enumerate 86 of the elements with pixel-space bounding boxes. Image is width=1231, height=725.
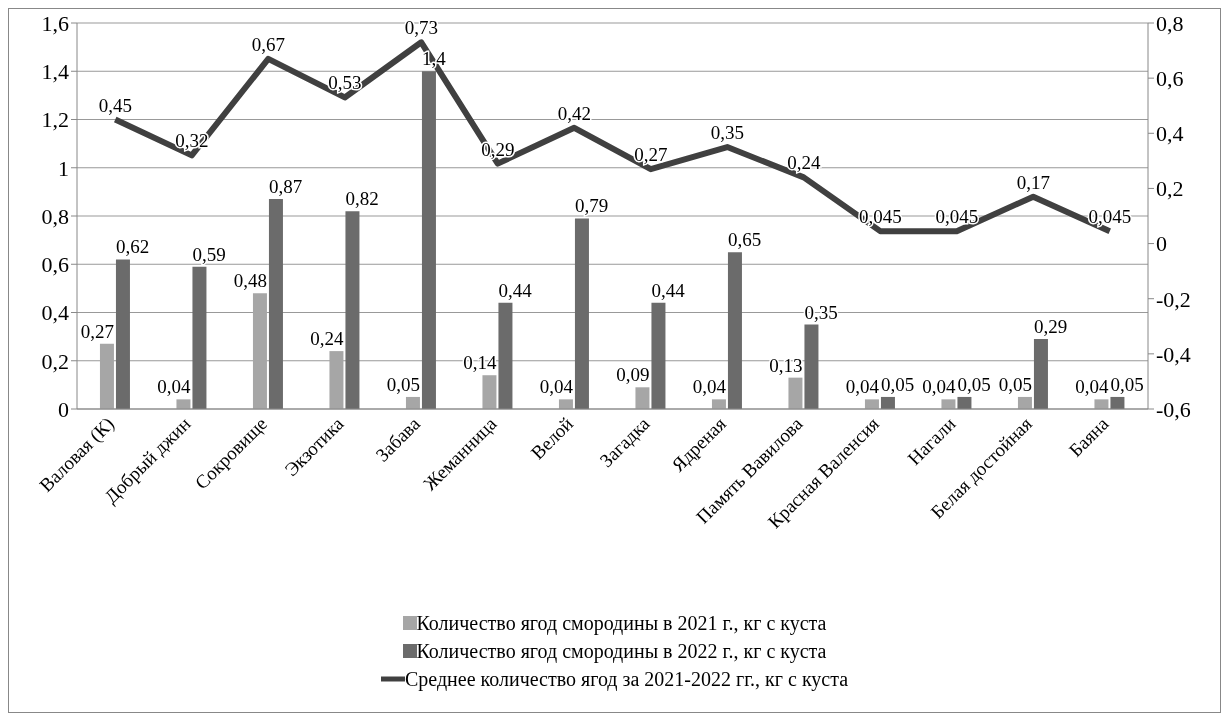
y2-tick-label: 0,2 xyxy=(1156,176,1184,202)
data-label: 0,29 xyxy=(1033,316,1068,338)
bar xyxy=(482,375,497,409)
y-tick-label: 1,2 xyxy=(41,107,69,133)
bar xyxy=(864,399,879,409)
y-tick-label: 1 xyxy=(58,155,69,181)
data-label: 0,09 xyxy=(616,364,650,386)
data-label: 0,14 xyxy=(463,352,497,374)
legend-label: Количество ягод смородины в 2021 г., кг с куста xyxy=(416,611,827,635)
y-tick-label: 1,6 xyxy=(41,10,69,36)
bar xyxy=(1094,399,1109,409)
data-label: 0,27 xyxy=(80,320,114,342)
data-label: 0,045 xyxy=(935,206,979,228)
data-label: 0,05 xyxy=(1110,373,1144,395)
data-label: 0,44 xyxy=(651,279,686,301)
bar xyxy=(880,396,895,409)
bar xyxy=(405,396,420,409)
data-label: 0,59 xyxy=(192,243,226,265)
bar xyxy=(498,302,513,409)
data-label: 0,05 xyxy=(957,373,991,395)
y-tick-label: 0,6 xyxy=(41,252,69,278)
data-label: 0,67 xyxy=(251,33,285,55)
data-label: 0,24 xyxy=(787,152,821,174)
data-label: 0,04 xyxy=(692,376,727,398)
legend-label: Среднее количество ягод за 2021-2022 гг., кг с куста xyxy=(404,667,849,691)
y2-tick-label: -0,2 xyxy=(1156,286,1191,312)
y-tick-label: 0,8 xyxy=(41,203,69,229)
data-label: 0,04 xyxy=(845,376,880,398)
legend-label: Количество ягод смородины в 2022 г., кг с куста xyxy=(416,639,827,663)
data-label: 0,04 xyxy=(157,376,191,398)
y2-tick-label: -0,6 xyxy=(1156,396,1191,422)
y2-tick-label: 0,4 xyxy=(1156,121,1184,147)
data-label: 0,04 xyxy=(922,376,956,398)
bar xyxy=(252,293,267,409)
bar xyxy=(711,399,726,409)
data-label: 0,53 xyxy=(328,72,362,94)
bar xyxy=(788,377,803,409)
y-tick-label: 0,4 xyxy=(41,300,69,326)
bar xyxy=(635,387,650,409)
data-label: 0,13 xyxy=(769,354,803,376)
data-label: 0,05 xyxy=(386,373,420,395)
bar xyxy=(192,266,207,409)
y-tick-label: 1,4 xyxy=(41,59,69,85)
bar xyxy=(574,218,589,409)
data-label: 0,65 xyxy=(727,229,762,251)
data-label: 0,04 xyxy=(1075,376,1109,398)
data-label: 0,79 xyxy=(574,195,609,217)
bar xyxy=(268,199,283,409)
data-label: 0,05 xyxy=(998,373,1032,395)
data-label: 0,82 xyxy=(345,188,379,210)
y2-tick-label: 0,6 xyxy=(1156,65,1184,91)
bar xyxy=(1110,396,1125,409)
y2-tick-label: -0,4 xyxy=(1156,341,1191,367)
bar xyxy=(99,343,114,409)
data-label: 0,87 xyxy=(268,176,303,198)
bar xyxy=(329,351,344,409)
data-label: 0,17 xyxy=(1016,171,1050,193)
bar xyxy=(941,399,956,409)
data-label: 0,44 xyxy=(498,279,533,301)
y2-tick-label: 0,8 xyxy=(1156,10,1184,36)
bar xyxy=(1017,396,1032,409)
bar xyxy=(651,302,666,409)
data-label: 0,05 xyxy=(880,373,915,395)
bar xyxy=(421,71,436,409)
bar xyxy=(727,252,742,409)
bar xyxy=(804,324,819,409)
data-label: 0,35 xyxy=(804,301,838,323)
data-label: 0,27 xyxy=(634,144,668,166)
y-tick-label: 0,2 xyxy=(41,348,69,374)
bar xyxy=(558,399,573,409)
data-label: 0,24 xyxy=(310,328,344,350)
data-label: 0,73 xyxy=(404,17,438,39)
bar xyxy=(345,211,360,409)
y-tick-label: 0 xyxy=(58,396,69,422)
y2-tick-label: 0 xyxy=(1156,231,1167,257)
data-label: 0,48 xyxy=(233,270,267,292)
data-label: 0,045 xyxy=(1088,206,1132,228)
bar xyxy=(957,396,972,409)
data-label: 0,62 xyxy=(115,236,150,258)
data-label: 0,04 xyxy=(539,376,574,398)
data-label: 0,42 xyxy=(557,102,591,124)
data-label: 0,45 xyxy=(98,94,132,116)
data-label: 0,35 xyxy=(710,122,744,144)
bar xyxy=(176,399,191,409)
bar xyxy=(115,259,130,409)
bar xyxy=(1033,339,1048,409)
